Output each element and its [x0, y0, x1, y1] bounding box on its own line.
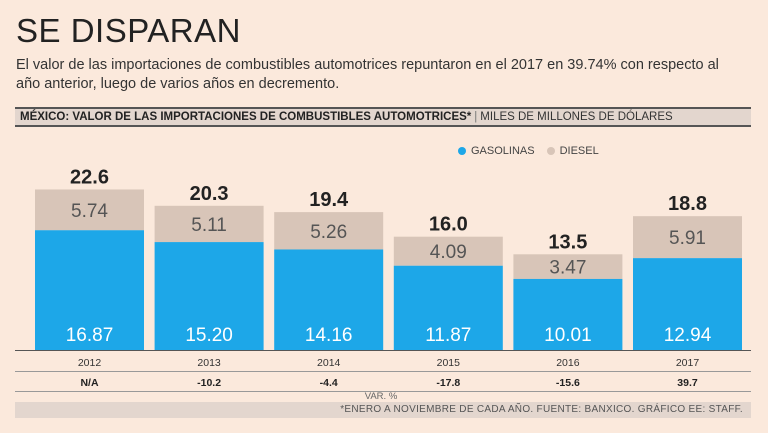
- label-total-2015: 16.0: [429, 214, 468, 236]
- label-diesel-2013: 5.11: [191, 215, 227, 236]
- x-tick-2016: 2016: [556, 357, 580, 369]
- chart-legend: GASOLINAS DIESEL: [458, 145, 599, 157]
- legend-label-gasolinas: GASOLINAS: [471, 145, 535, 157]
- label-diesel-2017: 5.91: [669, 228, 706, 249]
- label-diesel-2014: 5.26: [310, 222, 347, 243]
- bar-diesel-2016: [513, 254, 623, 279]
- chart-title: MÉXICO: VALOR DE LAS IMPORTACIONES DE CO…: [20, 111, 472, 123]
- chart-unit: MILES DE MILLONES DE DÓLARES: [480, 111, 673, 123]
- bar-diesel-2014: [274, 212, 384, 250]
- label-diesel-2012: 5.74: [71, 201, 108, 222]
- x-tick-2012: 2012: [78, 357, 102, 369]
- var-label: VAR. %: [365, 391, 398, 402]
- bar-gasolinas-2013: [154, 242, 264, 350]
- var-pct-2015: -17.8: [436, 377, 460, 389]
- label-total-2016: 13.5: [548, 231, 587, 253]
- label-gasolinas-2013: 15.20: [185, 325, 233, 346]
- legend-swatch-gasolinas: [458, 147, 466, 155]
- bar-gasolinas-2014: [274, 249, 384, 350]
- bar-gasolinas-2016: [513, 278, 623, 350]
- var-pct-2017: 39.7: [677, 377, 698, 389]
- var-pct-2014: -4.4: [320, 377, 338, 389]
- legend-swatch-diesel: [546, 147, 555, 155]
- bar-diesel-2012: [35, 189, 144, 231]
- var-pct-2013: -10.2: [197, 377, 221, 389]
- label-total-2012: 22.6: [70, 166, 109, 188]
- bar-gasolinas-2015: [393, 265, 503, 350]
- label-gasolinas-2014: 14.16: [305, 325, 353, 346]
- label-gasolinas-2012: 16.87: [66, 325, 114, 346]
- label-gasolinas-2017: 12.94: [664, 325, 712, 346]
- legend-item-diesel: DIESEL: [546, 145, 599, 157]
- bar-diesel-2013: [154, 205, 264, 243]
- bar-diesel-2015: [393, 236, 503, 266]
- x-tick-2017: 2017: [676, 357, 700, 369]
- bar-diesel-2017: [633, 216, 742, 259]
- footnote: *ENERO A NOVIEMBRE DE CADA AÑO. FUENTE: …: [15, 402, 751, 418]
- bar-gasolinas-2017: [633, 258, 742, 350]
- bar-gasolinas-2012: [35, 230, 144, 350]
- label-total-2017: 18.8: [668, 193, 707, 215]
- label-total-2014: 19.4: [309, 189, 349, 211]
- var-pct-2016: -15.6: [556, 377, 580, 389]
- x-tick-2015: 2015: [437, 357, 461, 369]
- subtitle: El valor de las importaciones de combust…: [16, 57, 719, 92]
- x-tick-2014: 2014: [317, 357, 341, 369]
- label-diesel-2016: 3.47: [549, 258, 586, 279]
- chart-header-bar: MÉXICO: VALOR DE LAS IMPORTACIONES DE CO…: [15, 107, 751, 127]
- headline: SE DISPARAN: [16, 12, 241, 49]
- label-diesel-2015: 4.09: [430, 242, 467, 263]
- label-gasolinas-2015: 11.87: [425, 325, 471, 346]
- label-gasolinas-2016: 10.01: [544, 325, 592, 346]
- label-total-2013: 20.3: [190, 183, 229, 205]
- legend-label-diesel: DIESEL: [559, 145, 599, 157]
- legend-item-gasolinas: GASOLINAS: [458, 145, 535, 157]
- x-tick-2013: 2013: [197, 357, 221, 369]
- var-pct-2012: N/A: [80, 377, 99, 389]
